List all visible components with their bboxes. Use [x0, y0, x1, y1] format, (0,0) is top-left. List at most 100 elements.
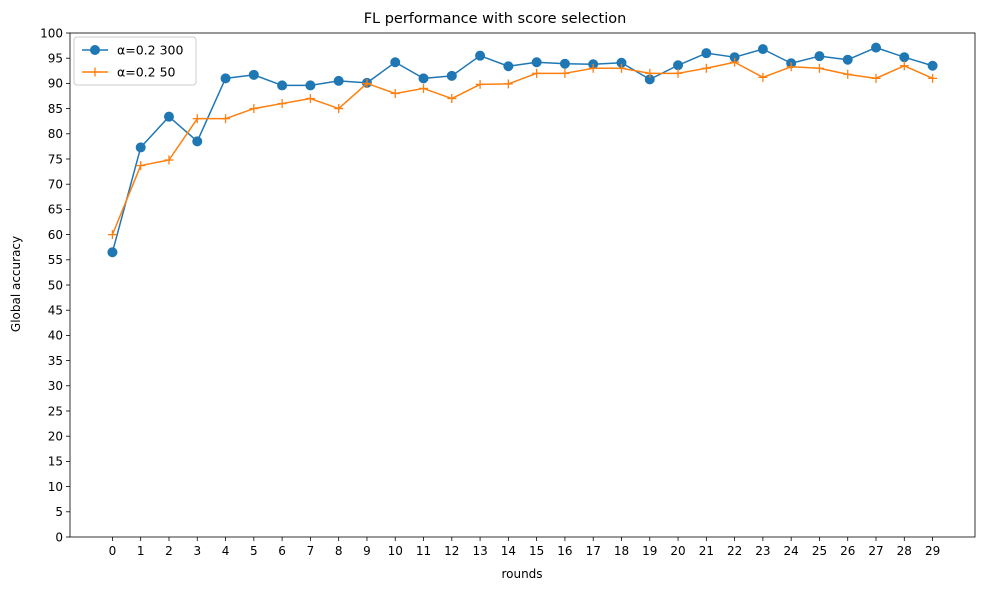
series-1-point: [701, 48, 712, 59]
series-2-point: [814, 63, 824, 73]
x-axis-title: rounds: [501, 567, 542, 581]
series-1-point: [192, 136, 203, 147]
y-tick-label: 65: [48, 203, 63, 217]
x-tick-label: 24: [784, 544, 799, 558]
series-2: [107, 57, 938, 240]
series-1-point: [163, 111, 174, 122]
x-tick-label: 8: [335, 544, 343, 558]
series-2-point: [362, 78, 372, 88]
series-2-point: [701, 63, 711, 73]
series-1-point: [220, 73, 231, 84]
y-tick-label: 5: [55, 505, 63, 519]
series-2-point: [843, 69, 853, 79]
x-tick-label: 21: [699, 544, 714, 558]
series-2-point: [334, 104, 344, 114]
series-2-point: [192, 114, 202, 124]
x-tick-label: 4: [222, 544, 230, 558]
x-tick-label: 13: [472, 544, 487, 558]
series-2-point: [447, 94, 457, 104]
series-1-point: [559, 58, 570, 69]
series-2-point: [475, 79, 485, 89]
y-tick-label: 40: [48, 329, 63, 343]
x-tick-label: 10: [388, 544, 403, 558]
y-tick-label: 15: [48, 455, 63, 469]
x-tick-label: 14: [501, 544, 516, 558]
y-tick-label: 50: [48, 278, 63, 292]
series-1-point: [390, 57, 401, 68]
series-2-point: [277, 99, 287, 109]
series-2-point: [249, 104, 259, 114]
series-1-point: [277, 80, 288, 91]
series-1-point: [503, 61, 514, 72]
series-1-point: [814, 51, 825, 62]
legend-label: α=0.2 50: [117, 65, 176, 80]
x-tick-label: 16: [557, 544, 572, 558]
legend-label: α=0.2 300: [117, 43, 183, 58]
y-tick-label: 10: [48, 480, 63, 494]
legend-swatch-marker: [90, 67, 100, 77]
series-1-point: [531, 57, 542, 68]
series-2-point: [390, 88, 400, 98]
y-tick-label: 95: [48, 52, 63, 66]
x-tick-label: 9: [363, 544, 371, 558]
series-2-point: [107, 230, 117, 240]
y-tick-label: 60: [48, 228, 63, 242]
y-tick-label: 85: [48, 102, 63, 116]
plot-frame: [69, 32, 976, 538]
x-tick-label: 1: [137, 544, 145, 558]
x-tick-label: 5: [250, 544, 258, 558]
series-2-point: [786, 62, 796, 72]
y-axis-title: Global accuracy: [9, 236, 23, 332]
series-1-point: [475, 50, 486, 61]
series-2-point: [588, 63, 598, 73]
series-1-point: [107, 247, 118, 258]
x-tick-label: 28: [897, 544, 912, 558]
x-tick-label: 18: [614, 544, 629, 558]
x-tick-label: 26: [840, 544, 855, 558]
series-1: [107, 42, 938, 258]
y-tick-label: 100: [40, 26, 63, 40]
series-2-point: [164, 155, 174, 165]
x-tick-label: 6: [278, 544, 286, 558]
series-1-point: [418, 73, 429, 84]
x-tick-label: 29: [925, 544, 940, 558]
series-1-point: [899, 52, 910, 63]
series-2-point: [645, 68, 655, 78]
x-tick-label: 25: [812, 544, 827, 558]
y-tick-label: 70: [48, 178, 63, 192]
x-tick-label: 22: [727, 544, 742, 558]
series-1-point: [673, 60, 684, 71]
series-2-point: [503, 79, 513, 89]
plot-area: 0510152025303540455055606570758085909510…: [40, 26, 976, 558]
series-1-point: [135, 142, 146, 153]
series-1-point: [842, 54, 853, 65]
x-tick-label: 12: [444, 544, 459, 558]
series-2-point: [616, 63, 626, 73]
legend-item: α=0.2 300: [82, 43, 183, 58]
y-tick-label: 35: [48, 354, 63, 368]
series-2-point: [758, 72, 768, 82]
x-tick-label: 2: [165, 544, 173, 558]
series-2-point: [673, 68, 683, 78]
y-tick-label: 20: [48, 430, 63, 444]
y-tick-label: 75: [48, 152, 63, 166]
y-tick-label: 30: [48, 379, 63, 393]
x-tick-label: 27: [868, 544, 883, 558]
legend-swatch-marker: [90, 45, 100, 55]
x-tick-label: 3: [193, 544, 201, 558]
series-1-point: [927, 60, 938, 71]
legend-box: [73, 36, 197, 86]
series-1-point: [757, 44, 768, 55]
series-1-point: [446, 70, 457, 81]
x-tick-label: 20: [670, 544, 685, 558]
series-2-point: [899, 61, 909, 71]
series-2-point: [560, 68, 570, 78]
x-tick-label: 11: [416, 544, 431, 558]
series-1-point: [248, 69, 259, 80]
x-tick-label: 17: [586, 544, 601, 558]
y-tick-label: 45: [48, 304, 63, 318]
y-tick-label: 55: [48, 253, 63, 267]
x-tick-label: 19: [642, 544, 657, 558]
series-2-point: [730, 57, 740, 67]
